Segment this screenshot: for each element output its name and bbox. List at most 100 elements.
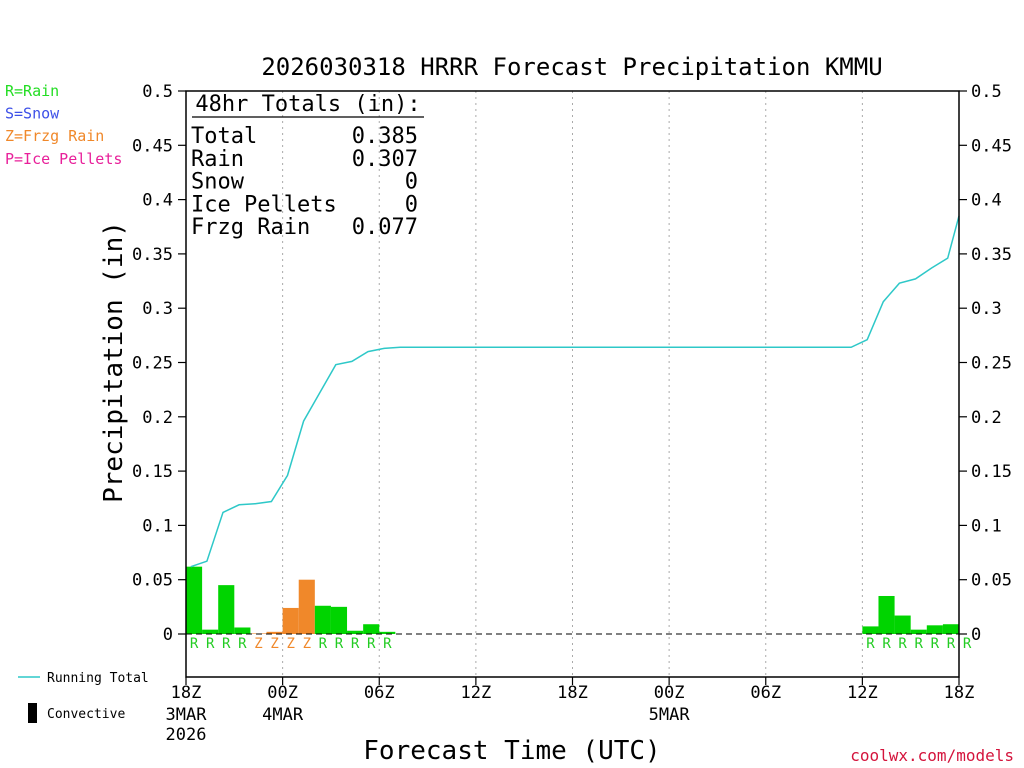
y-tick-label-left: 0 [163, 625, 173, 645]
precip-type-label: R [383, 636, 392, 652]
precip-bar [910, 629, 927, 634]
y-tick-label-right: 0.35 [971, 245, 1012, 265]
precip-bars [186, 566, 959, 634]
x-tick-label: 18Z [557, 683, 588, 703]
totals-row-value: 0 [405, 192, 418, 217]
y-tick-label-left: 0.15 [132, 462, 173, 482]
precip-type-label: R [319, 636, 328, 652]
precip-type-label: R [335, 636, 344, 652]
running-total-legend-label: Running Total [47, 671, 149, 686]
totals-box: 48hr Totals (in): Total 0.385 Rain 0.307 Sno… [191, 92, 424, 240]
precip-bar [862, 626, 879, 634]
type-legend-item: Z=Frzg Rain [5, 127, 104, 145]
totals-rows: Total 0.385 Rain 0.307 Snow 0 Ice Pellets 0 Frzg… [191, 124, 418, 240]
y-tick-label-right: 0 [971, 625, 981, 645]
precip-type-label: R [947, 636, 956, 652]
precip-type-label: R [222, 636, 231, 652]
y-tick-label-right: 0.1 [971, 516, 1002, 536]
y-tick-label-left: 0.3 [142, 299, 173, 319]
precip-bar [266, 631, 283, 634]
running-total-series [190, 215, 960, 568]
y-tick-label-left: 0.1 [142, 516, 173, 536]
y-tick-label-right: 0.3 [971, 299, 1002, 319]
precip-type-label: Z [303, 636, 311, 652]
precip-bar [363, 624, 380, 634]
running-total-line [190, 215, 960, 568]
totals-row-label: Frzg Rain [191, 215, 310, 240]
x-tick-date: 3MAR [166, 705, 208, 725]
precip-type-label: R [367, 636, 376, 652]
precip-type-label: Z [286, 636, 294, 652]
precip-bar [942, 624, 959, 634]
y-tick-label-left: 0.05 [132, 571, 173, 591]
totals-header: 48hr Totals (in): [195, 92, 420, 117]
x-tick-label: 18Z [171, 683, 202, 703]
precip-bar [202, 629, 219, 634]
totals-row-label: Total [191, 124, 257, 149]
precip-bar [379, 631, 396, 634]
y-tick-label-left: 0.35 [132, 245, 173, 265]
x-tick-label: 00Z [654, 683, 685, 703]
x-tick-label: 06Z [750, 683, 781, 703]
precip-bar [314, 605, 331, 634]
precip-type-label: R [882, 636, 891, 652]
y-axis-title: Precipitation (in) [99, 221, 129, 503]
x-tick-label: 12Z [461, 683, 492, 703]
x-tick-date: 4MAR [262, 705, 304, 725]
y-tick-label-right: 0.15 [971, 462, 1012, 482]
precip-bar [878, 595, 895, 634]
type-legend-item: P=Ice Pellets [5, 150, 122, 168]
gridlines [282, 91, 863, 677]
precip-bar [894, 615, 911, 634]
x-tick-label: 00Z [267, 683, 298, 703]
totals-row-value: 0.385 [352, 124, 418, 149]
totals-row-label: Snow [191, 170, 245, 195]
totals-row-label: Rain [191, 147, 244, 172]
precip-bar [298, 579, 315, 634]
x-tick-label: 06Z [364, 683, 395, 703]
bottom-legend: Running Total Convective [18, 671, 149, 723]
type-legend-item: R=Rain [5, 82, 59, 100]
precip-type-label: R [915, 636, 924, 652]
y-tick-label-left: 0.5 [142, 82, 173, 102]
precip-type-label: Z [270, 636, 278, 652]
y-tick-label-left: 0.2 [142, 408, 173, 428]
credit-text: coolwx.com/models [850, 746, 1014, 765]
precip-type-label: R [931, 636, 940, 652]
precip-bar [347, 630, 364, 634]
precip-bar [186, 566, 203, 634]
x-tick-date: 5MAR [649, 705, 691, 725]
y-tick-label-right: 0.25 [971, 354, 1012, 374]
precip-type-label: R [963, 636, 972, 652]
type-legend-item: S=Snow [5, 105, 60, 123]
precip-type-label: Z [254, 636, 262, 652]
y-tick-label-right: 0.45 [971, 136, 1012, 156]
y-tick-label-right: 0.4 [971, 191, 1002, 211]
precip-type-label: R [866, 636, 875, 652]
precip-type-label: R [898, 636, 907, 652]
x-axis-title: Forecast Time (UTC) [363, 736, 660, 766]
precip-bar [282, 607, 299, 634]
y-axis-left: 0 0.05 0.1 0.15 0.2 0.25 0.3 0.35 0.4 0.45 0.5 [132, 82, 186, 645]
precip-bar [330, 606, 348, 634]
convective-legend-label: Convective [47, 707, 125, 722]
y-tick-label-right: 0.2 [971, 408, 1002, 428]
totals-row-label: Ice Pellets [191, 192, 337, 217]
precip-type-label: R [238, 636, 247, 652]
precip-type-label: R [351, 636, 360, 652]
y-axis-right: 0 0.05 0.1 0.15 0.2 0.25 0.3 0.35 0.4 0.45 0.5 [959, 82, 1012, 645]
x-tick-label: 12Z [847, 683, 878, 703]
precip-bar [218, 585, 235, 634]
y-tick-label-left: 0.45 [132, 136, 173, 156]
precip-bar [234, 627, 251, 634]
precip-type-label: R [190, 636, 199, 652]
x-tick-label: 18Z [944, 683, 975, 703]
convective-legend-swatch [28, 703, 37, 723]
x-tick-year: 2026 [166, 725, 207, 745]
precip-type-legend: R=Rain S=Snow Z=Frzg Rain P=Ice Pellets [5, 82, 122, 168]
totals-row-value: 0 [405, 170, 418, 195]
